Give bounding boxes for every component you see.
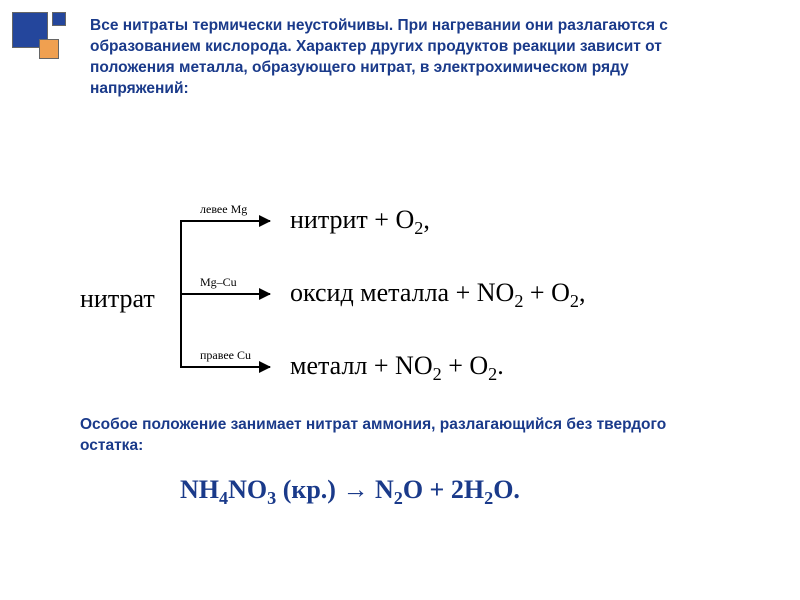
ammonium-nitrate-equation: NH4NO3 (кр.) → N2O + 2H2O. bbox=[180, 475, 520, 509]
decoration-square-blue-small bbox=[52, 12, 66, 26]
branch-arrow-1 bbox=[180, 220, 270, 222]
title-text: Все нитраты термически неустойчивы. При … bbox=[90, 16, 710, 100]
footer-text: Особое положение занимает нитрат аммония… bbox=[80, 415, 720, 457]
branch-product-1: нитрит + O2, bbox=[290, 205, 430, 239]
branch-product-2: оксид металла + NO2 + O2, bbox=[290, 278, 585, 312]
branch-condition-1: левее Mg bbox=[200, 202, 247, 217]
branch-arrow-2 bbox=[180, 293, 270, 295]
branch-arrow-3 bbox=[180, 366, 270, 368]
branch-product-3: металл + NO2 + O2. bbox=[290, 351, 504, 385]
decoration-square-orange bbox=[39, 39, 59, 59]
corner-decoration bbox=[12, 12, 72, 72]
diagram-root-label: нитрат bbox=[80, 284, 155, 314]
branch-condition-3: правее Cu bbox=[200, 348, 251, 363]
branch-condition-2: Mg–Cu bbox=[200, 275, 237, 290]
